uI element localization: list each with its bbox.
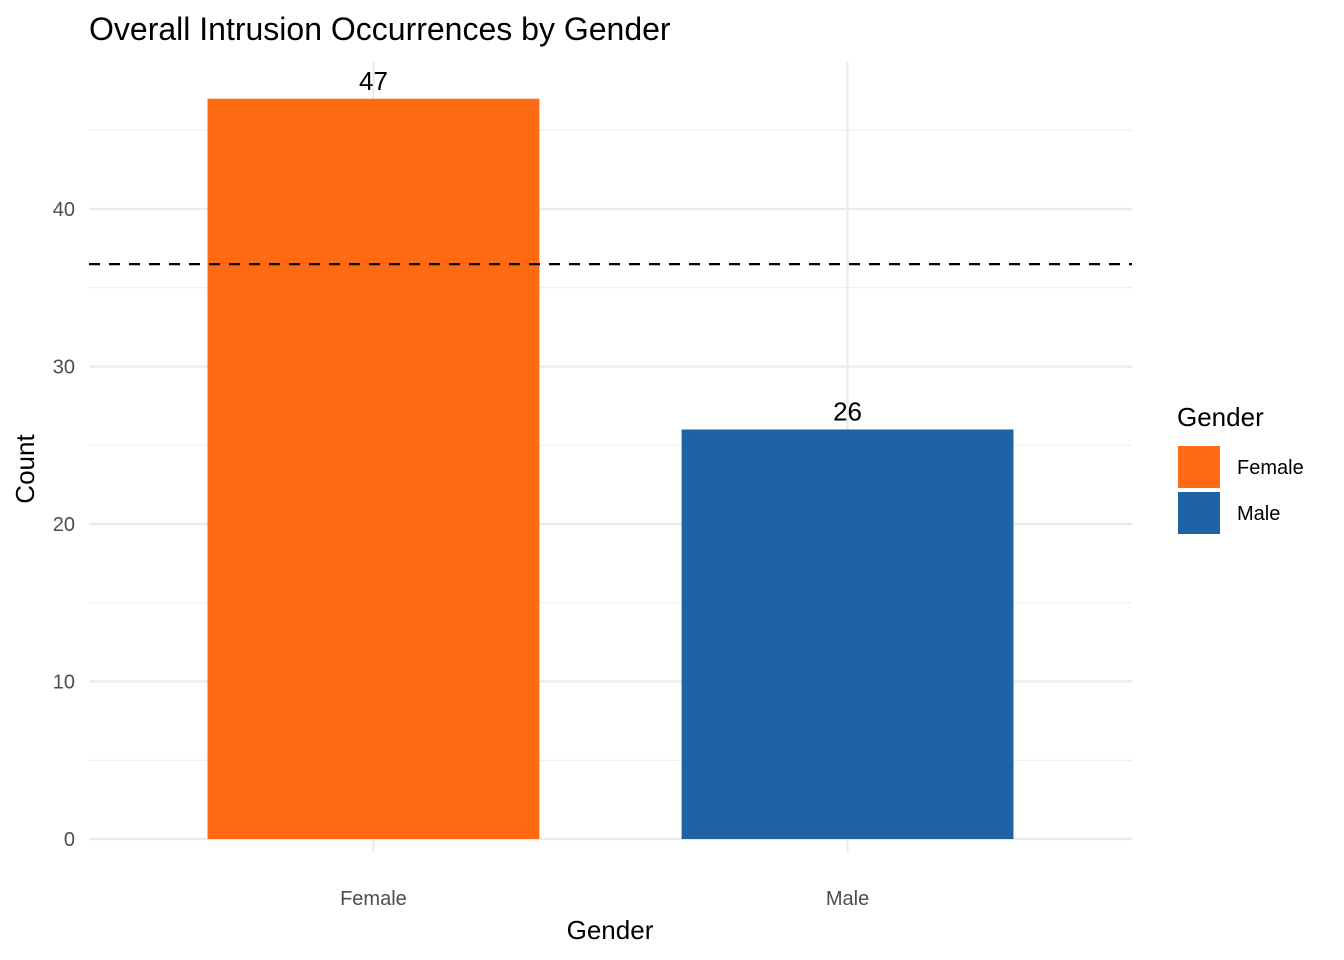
x-axis-title: Gender	[567, 915, 654, 945]
data-label-female: 47	[359, 66, 388, 96]
y-tick-label-20: 20	[53, 514, 75, 536]
x-tick-label-male: Male	[826, 888, 869, 910]
x-axis-ticks: Female Male	[340, 888, 869, 910]
legend-swatch-female	[1178, 446, 1220, 488]
y-axis-title: Count	[10, 434, 40, 504]
legend: Gender Female Male	[1177, 402, 1304, 534]
bar-female	[207, 98, 540, 839]
legend-label-female: Female	[1237, 457, 1304, 479]
bar-male	[681, 429, 1014, 839]
legend-swatch-male	[1178, 492, 1220, 534]
data-labels: 47 26	[359, 66, 862, 427]
y-tick-label-40: 40	[53, 199, 75, 221]
legend-entries: Female Male	[1178, 446, 1304, 534]
y-tick-label-30: 30	[53, 357, 75, 379]
legend-title: Gender	[1177, 402, 1264, 432]
bars	[207, 98, 1014, 839]
y-tick-label-10: 10	[53, 672, 75, 694]
x-tick-label-female: Female	[340, 888, 407, 910]
y-tick-label-0: 0	[64, 829, 75, 851]
chart-title: Overall Intrusion Occurrences by Gender	[89, 11, 671, 47]
data-label-male: 26	[833, 397, 862, 427]
legend-label-male: Male	[1237, 503, 1280, 525]
y-axis-ticks: 0 10 20 30 40	[53, 199, 75, 851]
